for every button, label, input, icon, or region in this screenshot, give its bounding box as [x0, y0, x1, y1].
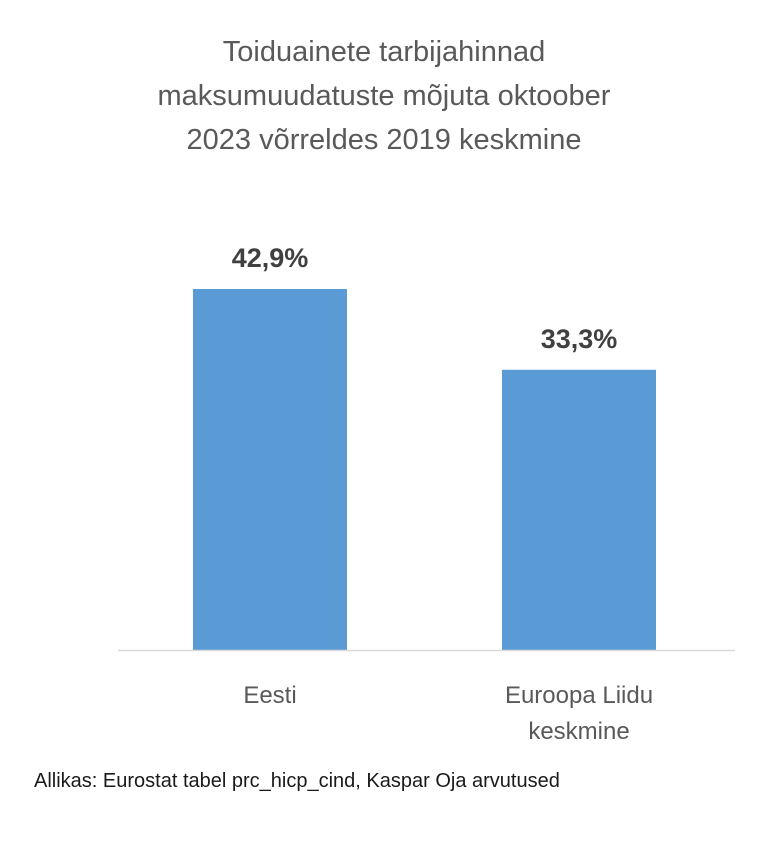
bar-1: [193, 289, 347, 650]
chart-title-line-1: Toiduainete tarbijahinnad: [222, 36, 546, 68]
bar-2: [502, 369, 656, 650]
chart-title: Toiduainete tarbijahinnad maksumuudatust…: [60, 30, 708, 162]
data-label-1: 42,9%: [232, 243, 309, 273]
category-label-1-line-1: Eesti: [243, 682, 296, 709]
data-label-2: 33,3%: [541, 324, 618, 354]
category-label-2-line-2: keskmine: [528, 718, 629, 745]
chart-title-line-2: maksumuudatuste mõjuta oktoober: [157, 80, 611, 112]
source-note: Allikas: Eurostat tabel prc_hicp_cind, K…: [34, 770, 560, 792]
chart-title-line-3: 2023 võrreldes 2019 keskmine: [186, 124, 582, 156]
category-label-2-line-1: Euroopa Liidu: [505, 682, 653, 709]
